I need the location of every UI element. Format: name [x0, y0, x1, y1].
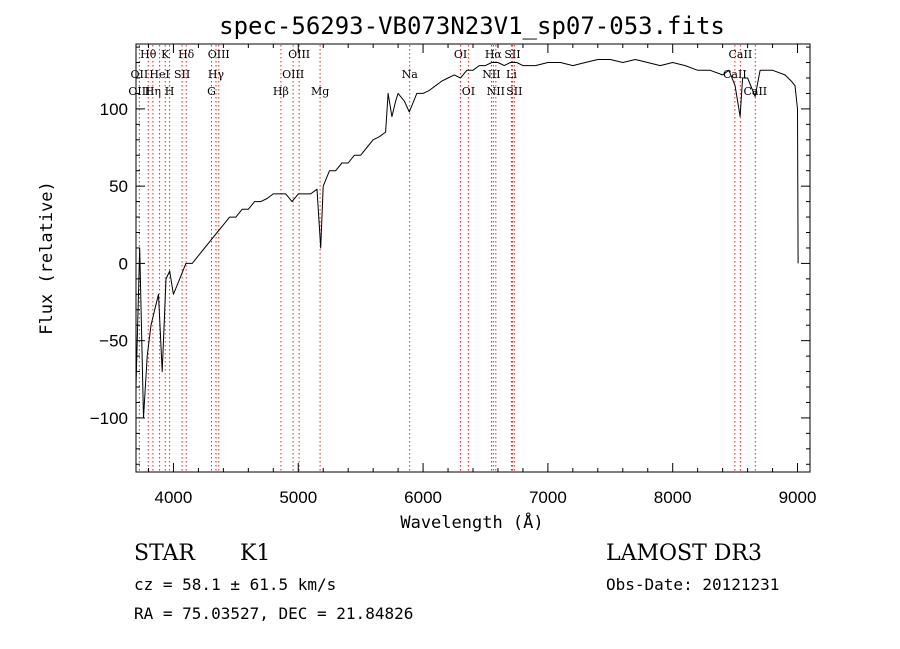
- line-label-12: Hβ: [273, 85, 289, 98]
- y-tick-label-0: −100: [90, 409, 128, 428]
- obs-date: Obs-Date: 20121231: [606, 575, 779, 594]
- flux-line: [135, 59, 799, 419]
- line-label-0: Hθ: [140, 48, 157, 61]
- line-label-25: CaII: [729, 48, 753, 61]
- line-label-18: OI: [462, 85, 475, 98]
- line-label-22: SII: [504, 48, 520, 61]
- line-label-5: K: [161, 48, 170, 61]
- x-tick-label-1: 5000: [279, 488, 317, 507]
- survey-name: LAMOST DR3: [606, 541, 762, 566]
- line-label-3: Hη: [145, 85, 161, 98]
- line-label-15: Mg: [311, 85, 329, 98]
- plot-frame: [135, 43, 811, 473]
- redshift-readout: cz = 58.1 ± 61.5 km/s: [134, 575, 336, 594]
- line-label-13: OIII: [288, 48, 310, 61]
- x-tick-label-2: 6000: [404, 488, 442, 507]
- line-label-6: H: [165, 85, 175, 98]
- y-tick-label-4: 100: [100, 100, 128, 119]
- line-label-2: OIII: [128, 85, 150, 98]
- y-tick-label-2: 0: [119, 254, 128, 273]
- line-label-23: Li: [506, 68, 517, 81]
- y-axis-ticks: −100 −50 0 50 100: [90, 46, 810, 465]
- x-axis-ticks: 4000 5000 6000 7000 8000 9000: [147, 44, 817, 507]
- line-label-8: Hδ: [178, 48, 195, 61]
- y-axis-label: Flux (relative): [37, 181, 57, 335]
- x-axis-label: Wavelength (Å): [400, 511, 543, 533]
- coordinates: RA = 75.03527, DEC = 21.84826: [134, 604, 413, 623]
- x-tick-label-3: 7000: [529, 488, 567, 507]
- line-label-27: CaII: [743, 85, 767, 98]
- line-label-4: HeI: [149, 68, 169, 81]
- x-tick-label-0: 4000: [155, 488, 193, 507]
- line-label-14: OIII: [282, 68, 304, 81]
- y-tick-label-1: −50: [99, 332, 128, 351]
- object-class: STAR: [134, 541, 196, 566]
- line-label-11: G: [207, 85, 216, 98]
- chart-title: spec-56293-VB073N23V1_sp07-053.fits: [219, 12, 725, 40]
- x-tick-label-4: 8000: [654, 488, 692, 507]
- y-tick-label-3: 50: [109, 177, 128, 196]
- line-label-26: CaII: [723, 68, 747, 81]
- object-subclass: K1: [240, 541, 270, 566]
- line-label-9: OIII: [208, 48, 230, 61]
- line-label-20: NII: [482, 68, 500, 81]
- flux-series: [135, 59, 799, 419]
- line-label-7: SII: [174, 68, 190, 81]
- line-label-10: Hγ: [208, 68, 225, 81]
- line-label-24: SII: [506, 85, 522, 98]
- line-label-21: NII: [487, 85, 505, 98]
- line-label-17: OI: [454, 48, 467, 61]
- x-tick-label-5: 9000: [779, 488, 817, 507]
- line-label-19: Hα: [485, 48, 503, 61]
- line-label-1: OII: [131, 68, 149, 81]
- spectral-line-markers: [138, 45, 756, 471]
- line-label-16: Na: [402, 68, 419, 81]
